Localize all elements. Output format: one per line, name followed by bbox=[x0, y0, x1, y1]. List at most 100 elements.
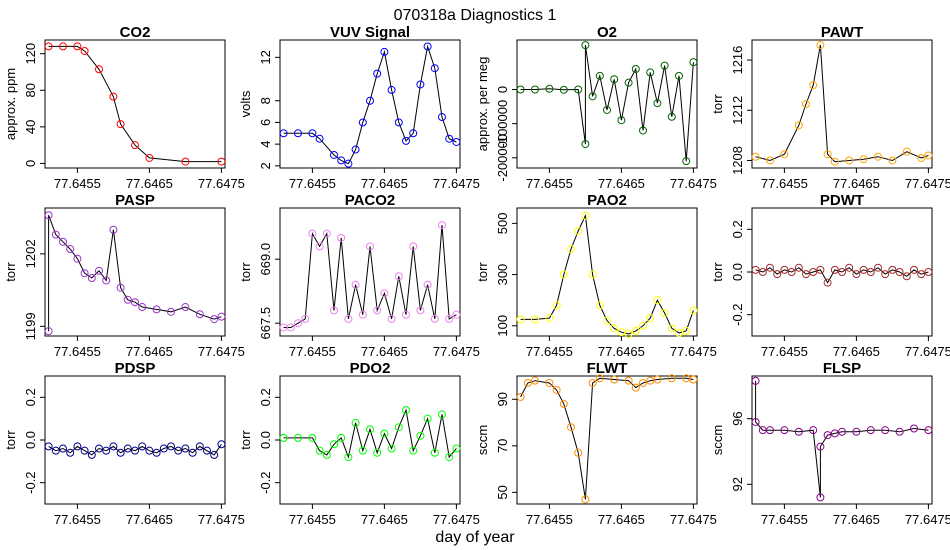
x-tick-label: 77.6465 bbox=[361, 344, 408, 359]
data-point bbox=[675, 71, 683, 80]
y-axis-label: sccm bbox=[710, 425, 725, 455]
data-point bbox=[51, 446, 60, 455]
data-point bbox=[188, 448, 197, 457]
y-tick-label: 667.5 bbox=[258, 307, 273, 340]
data-point bbox=[595, 301, 604, 310]
data-point bbox=[794, 263, 803, 272]
data-point bbox=[667, 374, 676, 383]
x-tick-label: 77.6465 bbox=[833, 512, 880, 527]
data-point bbox=[823, 278, 832, 287]
data-point bbox=[516, 392, 525, 401]
data-point bbox=[852, 427, 861, 436]
data-point bbox=[924, 151, 933, 160]
data-point bbox=[531, 85, 539, 94]
data-point bbox=[167, 307, 175, 316]
data-point bbox=[838, 268, 846, 276]
data-point bbox=[409, 129, 418, 138]
plot-frame bbox=[279, 39, 461, 169]
data-point bbox=[823, 431, 832, 440]
data-point bbox=[152, 448, 161, 457]
data-point bbox=[603, 316, 611, 325]
x-tick-label: 77.6475 bbox=[905, 512, 950, 527]
data-point bbox=[210, 450, 219, 459]
data-point bbox=[859, 155, 868, 164]
y-tick-label: 1202 bbox=[23, 239, 38, 268]
y-tick-label: 0.0 bbox=[258, 431, 273, 449]
data-point bbox=[358, 118, 367, 127]
x-tick-label: 77.6465 bbox=[598, 512, 645, 527]
data-point bbox=[315, 446, 324, 455]
data-point bbox=[823, 150, 832, 159]
data-point bbox=[438, 221, 446, 230]
figure-title: 070318a Diagnostics 1 bbox=[394, 7, 557, 24]
panel-paco2: PACO2 torr 667.5 669.0 77.6455 77.6465 77.6475 bbox=[238, 192, 480, 359]
data-point bbox=[102, 276, 111, 285]
data-point bbox=[217, 312, 226, 321]
data-point bbox=[366, 425, 374, 434]
y-tick-label: 96 bbox=[730, 411, 745, 425]
data-point bbox=[402, 406, 410, 415]
y-tick-label: 120 bbox=[23, 43, 38, 65]
data-point bbox=[279, 129, 288, 138]
y-tick-label: -0.2 bbox=[258, 471, 273, 493]
data-point bbox=[816, 493, 825, 502]
data-point bbox=[766, 263, 774, 272]
data-point bbox=[545, 84, 554, 93]
data-point bbox=[830, 157, 839, 166]
data-point bbox=[138, 442, 147, 451]
data-point bbox=[145, 153, 154, 162]
y-axis-label: approx. per meg bbox=[475, 57, 490, 152]
data-point bbox=[402, 310, 410, 319]
y-tick-label: 1212 bbox=[730, 96, 745, 125]
data-point bbox=[888, 156, 897, 165]
data-point bbox=[617, 328, 626, 337]
data-point bbox=[330, 306, 338, 315]
data-point bbox=[430, 448, 439, 457]
y-tick-label: 80 bbox=[23, 83, 38, 97]
data-point bbox=[373, 69, 382, 78]
series-line bbox=[283, 225, 457, 328]
data-point bbox=[639, 321, 647, 330]
data-point bbox=[337, 433, 346, 442]
plot-frame bbox=[516, 375, 698, 505]
y-tick-label: 8 bbox=[258, 97, 273, 104]
y-tick-label: 4 bbox=[258, 141, 273, 148]
data-point bbox=[624, 78, 633, 87]
data-point bbox=[766, 426, 774, 435]
data-point bbox=[639, 378, 647, 387]
data-point bbox=[581, 211, 590, 220]
panel-title: VUV Signal bbox=[330, 24, 410, 41]
plot-frame bbox=[751, 375, 933, 505]
data-point bbox=[66, 245, 75, 254]
panel-title: O2 bbox=[597, 24, 617, 41]
y-tick-label: 70 bbox=[495, 439, 510, 453]
data-point bbox=[866, 426, 875, 435]
panel-o2: O2 approx. per meg -200000-100000 0 77.6455 7… bbox=[475, 24, 717, 191]
x-tick-label: 77.6475 bbox=[905, 344, 950, 359]
y-axis-label: volts bbox=[238, 90, 253, 117]
data-point bbox=[794, 427, 803, 436]
data-point bbox=[667, 112, 676, 121]
panel-title: PASP bbox=[115, 192, 155, 209]
y-tick-label: -100000 bbox=[495, 100, 510, 148]
plot-frame bbox=[279, 375, 461, 505]
data-point bbox=[330, 150, 338, 159]
series-line bbox=[48, 444, 222, 456]
data-point bbox=[624, 376, 633, 385]
data-point bbox=[402, 136, 410, 145]
data-point bbox=[924, 268, 933, 276]
data-point bbox=[751, 376, 760, 385]
panel-title: PAWT bbox=[821, 24, 863, 41]
data-point bbox=[351, 418, 360, 427]
y-tick-label: 2 bbox=[258, 162, 273, 169]
y-axis-label: torr bbox=[710, 94, 725, 114]
data-point bbox=[567, 423, 575, 432]
data-point bbox=[874, 263, 882, 272]
data-point bbox=[423, 280, 432, 289]
x-tick-label: 77.6455 bbox=[526, 176, 573, 191]
data-point bbox=[438, 410, 446, 419]
x-tick-label: 77.6455 bbox=[54, 512, 101, 527]
series-line bbox=[283, 44, 457, 165]
data-point bbox=[787, 268, 796, 276]
